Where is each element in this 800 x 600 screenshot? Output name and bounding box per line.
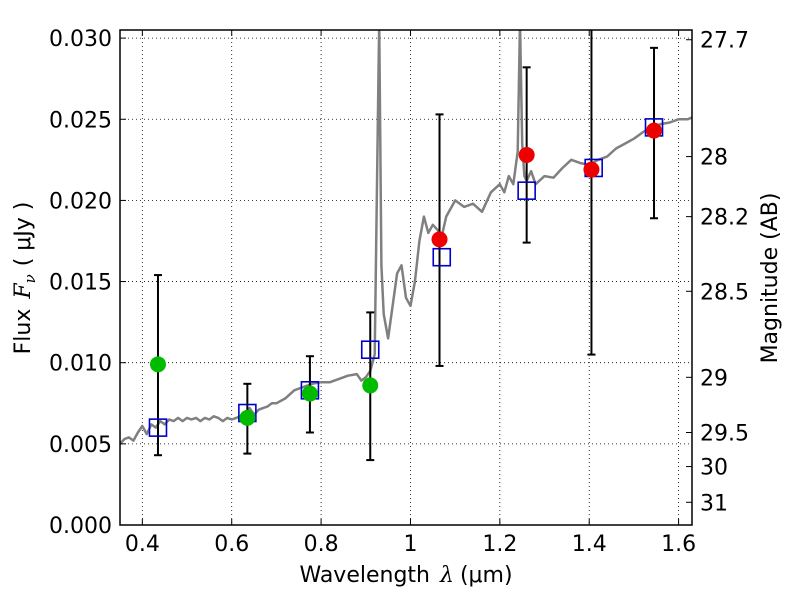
x-axis-label-symbol: λ xyxy=(439,563,454,588)
y2-tick-label-0: 27.7 xyxy=(700,29,749,54)
y-axis-label-subscript: ν xyxy=(21,274,39,283)
y-tick-label-3: 0.015 xyxy=(49,271,112,296)
x-tick-label-3: 1 xyxy=(403,532,417,557)
y-axis-label-text: Flux xyxy=(11,309,36,355)
axis-ticks: 0.4 0.6 0.8 1 1.2 1.4 1.6 0.000 0.005 0.010 0.015 0… xyxy=(49,27,749,557)
optical-point-1 xyxy=(239,409,256,426)
y-tick-label-4: 0.020 xyxy=(49,189,112,214)
y2-tick-label-1: 28 xyxy=(700,146,728,171)
model-square-3 xyxy=(360,340,380,360)
observed-photometry-points xyxy=(149,122,663,426)
y2-tick-label-4: 29 xyxy=(700,366,728,391)
sed-model-path xyxy=(120,30,692,445)
y-axis-label-unit: ( μJy ) xyxy=(11,202,36,267)
y-tick-label-0: 0.000 xyxy=(49,514,112,539)
x-axis-label-text: Wavelength xyxy=(299,563,430,588)
y2-tick-label-5: 29.5 xyxy=(700,421,749,446)
model-square-4 xyxy=(432,247,452,267)
y2-tick-label-2: 28.2 xyxy=(700,206,749,231)
x-tick-label-5: 1.4 xyxy=(572,532,607,557)
model-square-5 xyxy=(517,181,536,200)
x-tick-label-1: 0.6 xyxy=(214,532,249,557)
y2-tick-label-3: 28.5 xyxy=(700,280,749,305)
x-tick-label-6: 1.6 xyxy=(661,532,696,557)
y-tick-label-6: 0.030 xyxy=(49,27,112,52)
nir-point-0 xyxy=(431,231,448,248)
y2-tick-label-6: 30 xyxy=(700,456,728,481)
nir-point-2 xyxy=(583,161,600,178)
optical-point-2 xyxy=(301,385,318,402)
model-square-0 xyxy=(148,418,168,437)
y-axis-label-symbol: F xyxy=(11,283,36,300)
x-tick-label-4: 1.2 xyxy=(482,532,517,557)
y2-tick-label-7: 31 xyxy=(700,491,728,516)
nir-point-3 xyxy=(646,122,663,139)
plot-frame xyxy=(119,29,693,526)
y-tick-label-5: 0.025 xyxy=(49,108,112,133)
optical-point-3 xyxy=(362,377,379,394)
x-tick-label-0: 0.4 xyxy=(125,532,160,557)
y-tick-label-1: 0.005 xyxy=(49,433,112,458)
plot-area xyxy=(120,30,692,462)
x-axis-label-unit: (μm) xyxy=(460,563,513,588)
sed-model-line xyxy=(120,30,692,445)
x-axis-label: Wavelength λ (μm) xyxy=(299,563,512,588)
optical-point-0 xyxy=(149,356,166,373)
y-tick-label-2: 0.010 xyxy=(49,352,112,377)
nir-point-1 xyxy=(518,146,535,163)
plot-background xyxy=(120,30,692,525)
x-tick-label-2: 0.8 xyxy=(304,532,339,557)
y2-axis-label: Magnitude (AB) xyxy=(758,193,783,364)
y-axis-label: Flux Fν ( μJy ) xyxy=(11,202,39,355)
